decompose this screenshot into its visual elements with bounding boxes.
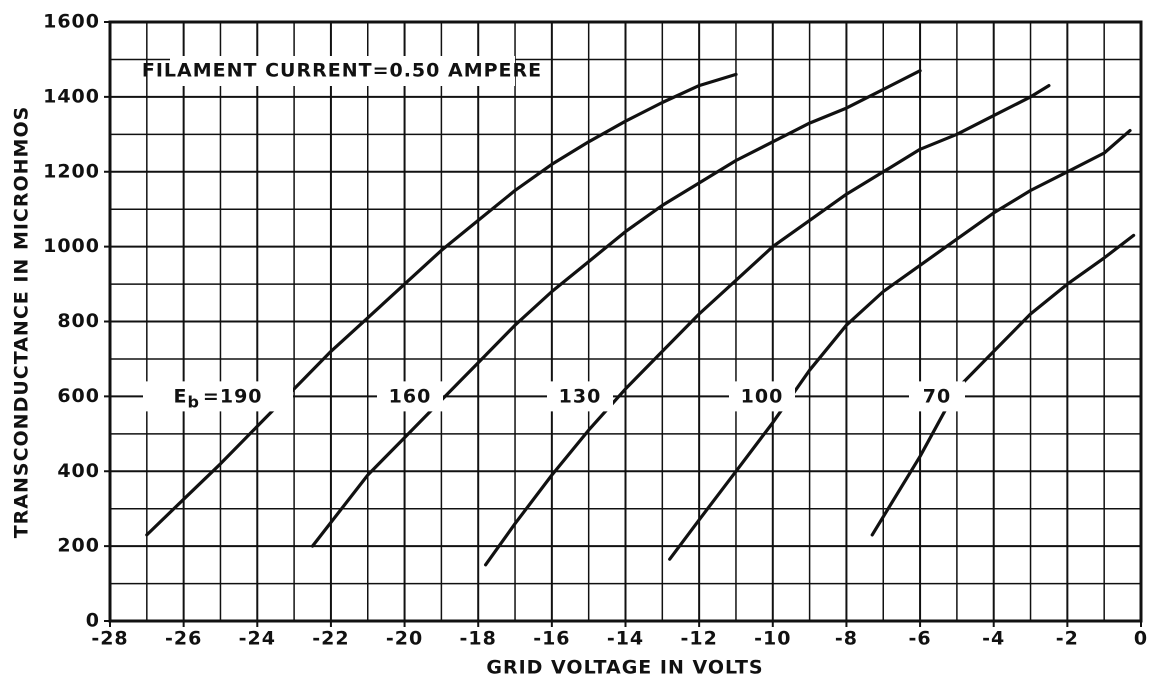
curve-label-bg — [377, 381, 443, 412]
y-tick-label: 200 — [57, 535, 100, 557]
curve-label-text: 130 — [559, 385, 602, 407]
x-tick-label: -14 — [607, 628, 644, 650]
x-tick-label: -12 — [680, 628, 717, 650]
series-name: 160 — [389, 385, 432, 407]
curve-label-bg — [547, 381, 613, 412]
series-name: 70 — [923, 385, 951, 407]
x-tick-label: -24 — [239, 628, 276, 650]
curve-label: Eb =190 — [143, 381, 293, 412]
curve-label-text: 100 — [741, 385, 784, 407]
annotation-bg — [170, 56, 515, 86]
curve-label-text: 160 — [389, 385, 432, 407]
curve-label: 130 — [547, 381, 613, 412]
x-tick-label: 0 — [1134, 628, 1148, 650]
annotation-group: FILAMENT CURRENT=0.50 AMPERE — [142, 56, 542, 86]
y-tick-label: 600 — [57, 385, 100, 407]
x-tick-label: -2 — [1056, 628, 1079, 650]
curve-label-bg — [909, 381, 965, 412]
curve — [310, 69, 922, 548]
curve-label-text: Eb =190 — [173, 385, 262, 411]
x-axis-label: GRID VOLTAGE IN VOLTS — [486, 657, 763, 679]
label-subscript: b — [187, 392, 199, 411]
x-tick-label: -8 — [835, 628, 858, 650]
series-name: 190 — [220, 385, 263, 407]
curve-label: 160 — [377, 381, 443, 412]
x-tick-label: -18 — [460, 628, 497, 650]
y-tick-label: 0 — [86, 610, 100, 632]
curve — [484, 84, 1051, 567]
x-tick-label: -20 — [386, 628, 423, 650]
series-name: 100 — [741, 385, 784, 407]
curve — [870, 233, 1136, 537]
series-name: 130 — [559, 385, 602, 407]
y-tick-label: 1000 — [43, 235, 100, 257]
curve-label-bg — [143, 381, 293, 412]
curve-label-bg — [729, 381, 795, 412]
label-symbol: E — [173, 385, 187, 407]
x-tick-label: -26 — [165, 628, 202, 650]
y-axis-label: TRANSCONDUCTANCE IN MICROHMOS — [11, 106, 33, 539]
x-tick-label: -28 — [91, 628, 128, 650]
curve-label: 70 — [909, 381, 965, 412]
y-tick-label: 800 — [57, 310, 100, 332]
x-tick-label: -4 — [982, 628, 1005, 650]
y-tick-label: 1400 — [43, 85, 100, 107]
curve — [668, 129, 1132, 561]
x-tick-label: -22 — [312, 628, 349, 650]
curve-label-text: 70 — [923, 385, 951, 407]
plot-frame — [108, 20, 1143, 623]
y-tick-label: 1200 — [43, 160, 100, 182]
y-tick-label: 1600 — [43, 11, 100, 33]
x-tick-label: -10 — [754, 628, 791, 650]
annotation: FILAMENT CURRENT=0.50 AMPERE — [142, 60, 542, 82]
y-tick-label: 400 — [57, 460, 100, 482]
label-equals: = — [203, 385, 220, 407]
x-tick-label: -6 — [909, 628, 932, 650]
x-tick-label: -16 — [533, 628, 570, 650]
curve — [145, 72, 738, 537]
curve-label: 100 — [729, 381, 795, 412]
